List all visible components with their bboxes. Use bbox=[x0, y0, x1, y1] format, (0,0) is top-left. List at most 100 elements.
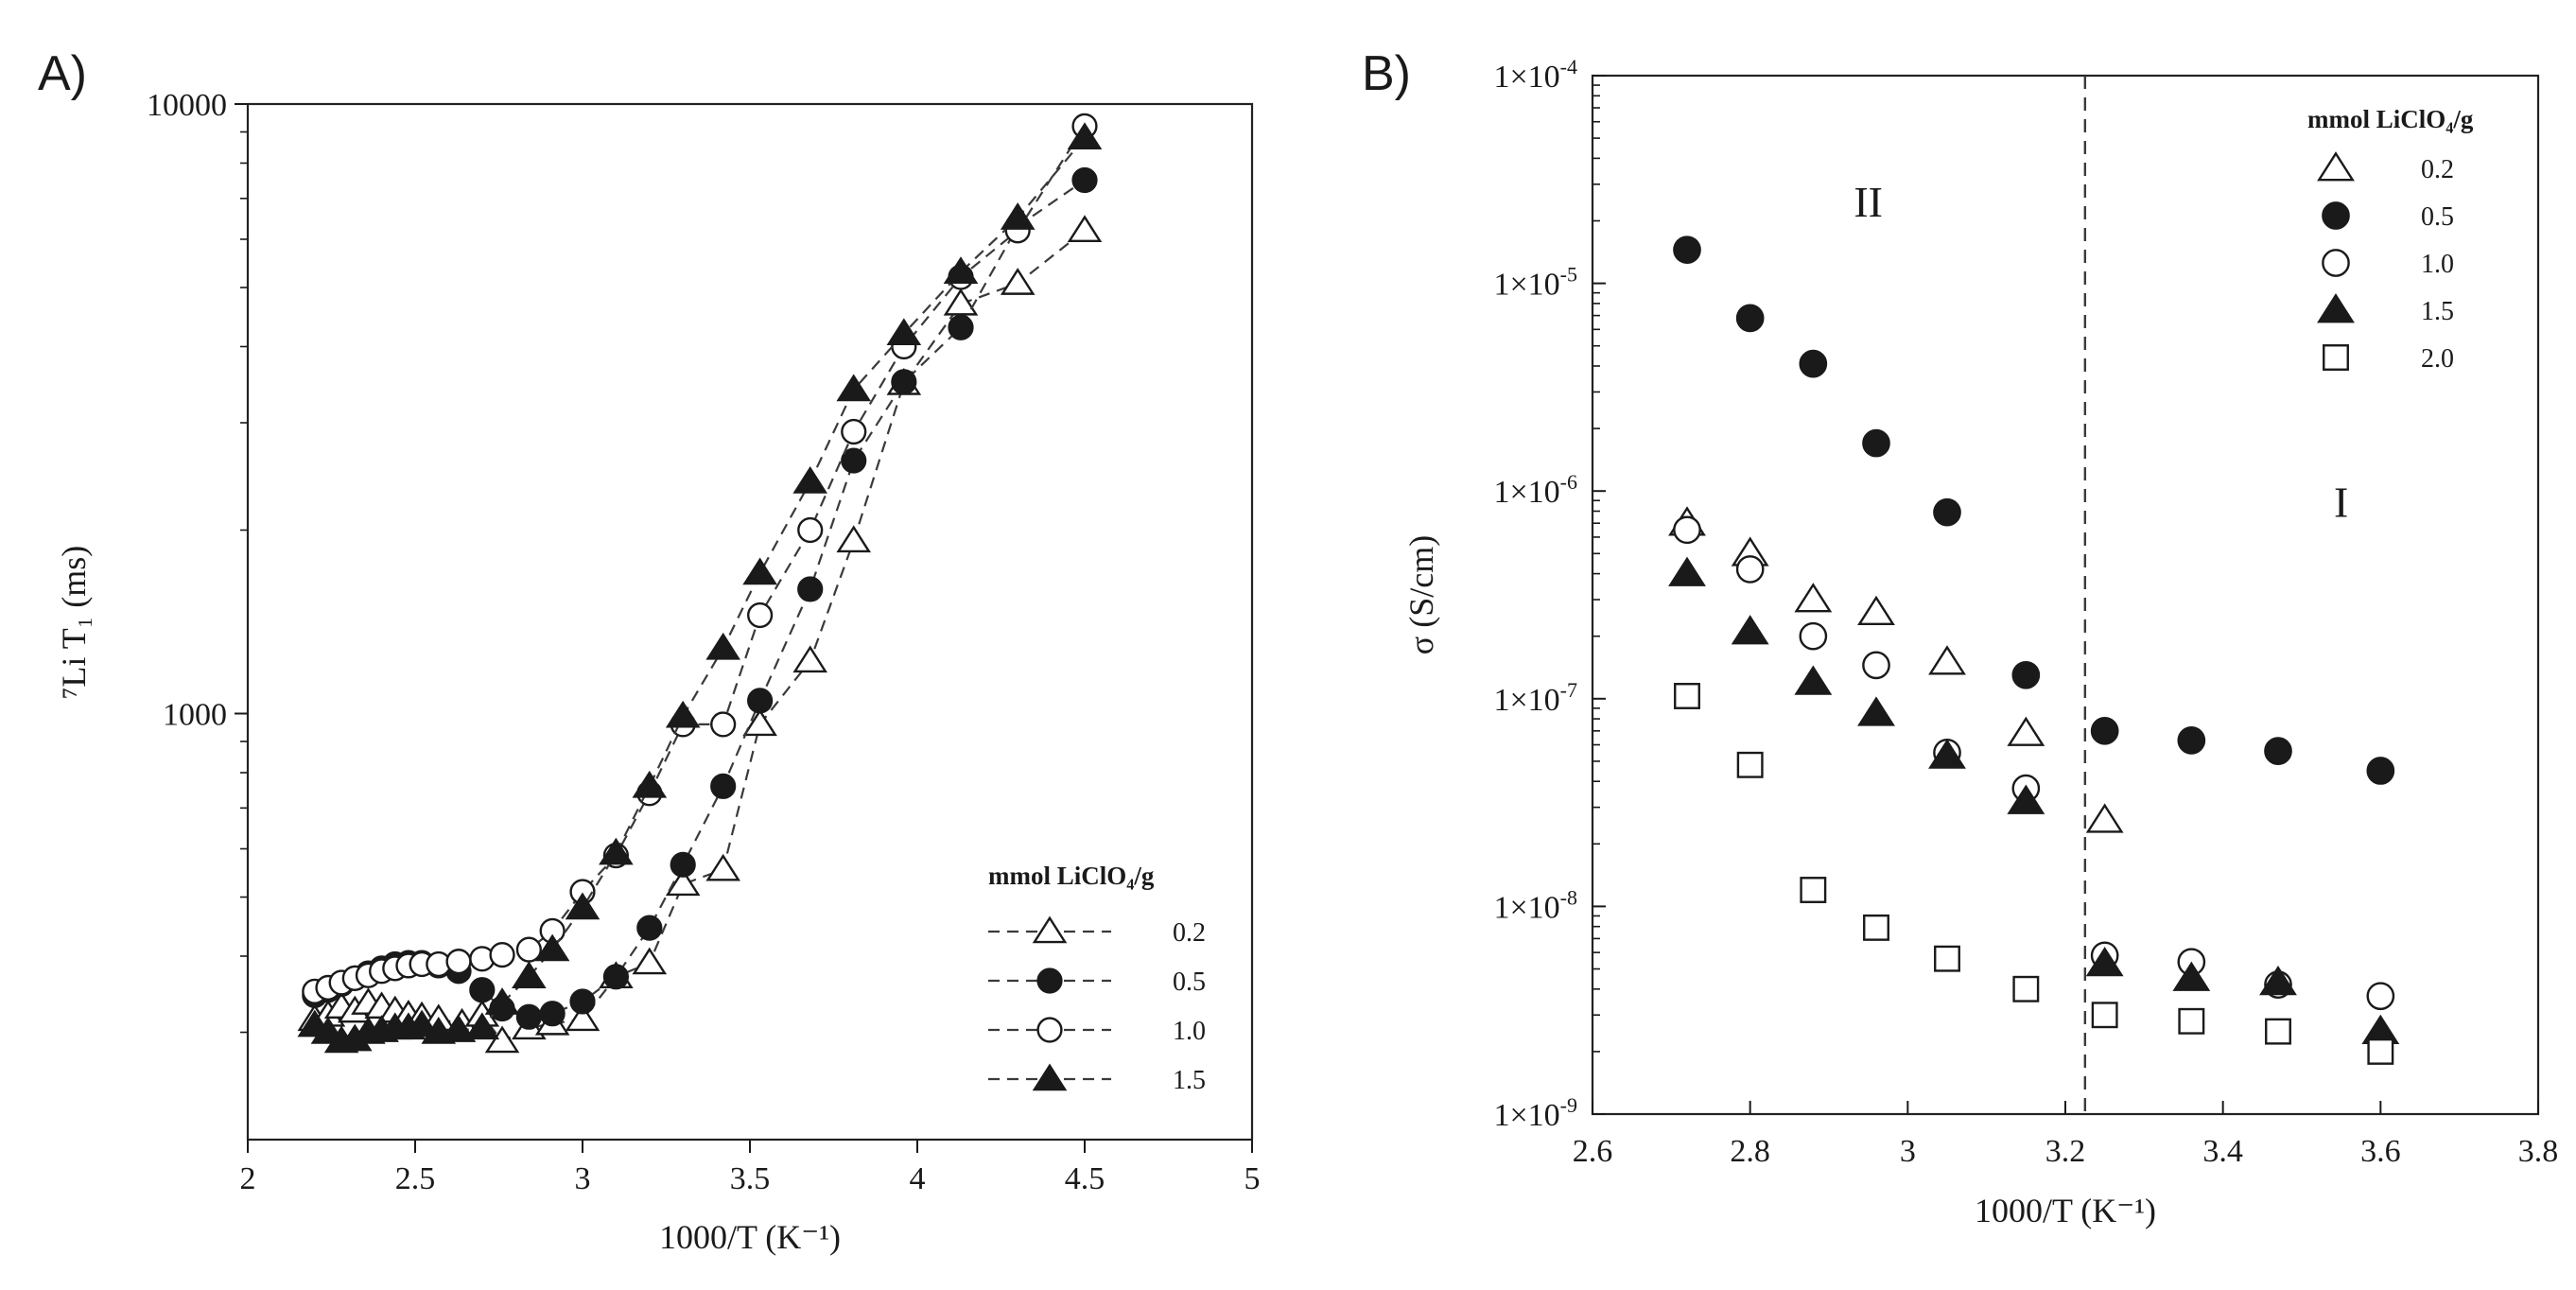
panel-a-x-tick-label-3: 3.5 bbox=[730, 1161, 771, 1196]
panel-a-point bbox=[943, 288, 979, 316]
panel-a-x-tick-label-6: 5 bbox=[1244, 1161, 1261, 1196]
panel-b-point bbox=[1933, 497, 1961, 527]
panel-a-legend: mmol LiClO₄/g 0.2 0.5 1.0 1.5 bbox=[988, 862, 1206, 1095]
panel-b-point bbox=[2091, 1002, 2118, 1029]
panel-b-point-shape bbox=[1857, 595, 1895, 626]
panel-a-point bbox=[747, 601, 774, 629]
panel-a-point bbox=[705, 632, 740, 660]
panel-b-point-shape bbox=[2265, 1018, 2291, 1045]
panel-a-point bbox=[602, 964, 629, 990]
panel-a-point bbox=[705, 853, 740, 881]
panel-b-point bbox=[2367, 1037, 2394, 1065]
panel-a-point-shape bbox=[1071, 166, 1098, 194]
panel-b-point bbox=[1928, 739, 1966, 769]
panel-a-point bbox=[515, 1003, 542, 1030]
panel-b-point bbox=[2007, 716, 2045, 746]
panel-a-point bbox=[1067, 122, 1103, 150]
panel-b-x-tick-label-4: 3.4 bbox=[2202, 1134, 2243, 1169]
panel-a-point bbox=[512, 961, 547, 989]
panel-a-point-shape bbox=[632, 770, 668, 798]
panel-b-point bbox=[2178, 1007, 2205, 1035]
panel-a-point bbox=[742, 708, 777, 737]
panel-a-legend-label: 0.2 bbox=[1173, 918, 1206, 948]
panel-a-point-shape bbox=[489, 941, 515, 968]
panel-b-point-shape bbox=[1800, 877, 1827, 903]
panel-b: B) 2.6 2.8 3 3.2 3.4 3.6 3.8 1×10-91×10-81×10-… bbox=[1362, 46, 2558, 1229]
panel-b-point-shape bbox=[1862, 651, 1890, 680]
panel-b-point bbox=[2085, 947, 2124, 977]
panel-b-point-shape bbox=[2012, 975, 2040, 1002]
panel-a-point bbox=[742, 557, 777, 585]
panel-a-point-shape bbox=[742, 557, 777, 585]
panel-b-point bbox=[2090, 716, 2119, 745]
panel-b-point-shape bbox=[2366, 982, 2395, 1011]
panel-a-point-shape bbox=[836, 374, 872, 402]
panel-a-point-shape bbox=[484, 987, 520, 1015]
panel-a-point bbox=[565, 892, 600, 920]
panel-a-point bbox=[441, 1015, 477, 1042]
panel-b-point bbox=[1799, 349, 1828, 378]
panel-b-point-shape bbox=[1928, 739, 1966, 769]
panel-a-point-shape bbox=[710, 773, 737, 799]
panel-b-frame bbox=[1591, 74, 2540, 1116]
panel-b-legend-item-1.0: 1.0 bbox=[2322, 249, 2454, 279]
region-label-i: I bbox=[2334, 479, 2348, 527]
panel-b-legend-marker-shape bbox=[2317, 151, 2355, 182]
panel-b-point-shape bbox=[2259, 965, 2297, 996]
panel-b-y-tick-label-5: 1×10-4 bbox=[1493, 55, 1577, 95]
panel-b-point bbox=[1794, 583, 1833, 613]
panel-b-x-tick-label-0: 2.6 bbox=[1573, 1134, 1613, 1169]
panel-a-x-tick-label-0: 2 bbox=[240, 1161, 256, 1196]
panel-a-point-shape bbox=[515, 1003, 542, 1030]
panel-a-point bbox=[534, 933, 570, 962]
panel-a-point-shape bbox=[469, 977, 496, 1003]
panel-a-series-0.2 bbox=[297, 215, 1103, 1054]
panel-a-point bbox=[886, 318, 922, 346]
panel-a-point bbox=[747, 688, 774, 714]
panel-b-point-shape bbox=[1862, 428, 1890, 458]
panel-b-point bbox=[1794, 665, 1833, 695]
panel-a-point bbox=[948, 314, 974, 340]
panel-b-y-axis-title: σ (S/cm) bbox=[1402, 535, 1440, 654]
panel-a-point-shape bbox=[886, 318, 922, 346]
panel-b-point-shape bbox=[2172, 961, 2211, 991]
panel-b-point-shape bbox=[1857, 696, 1895, 726]
panel-a-y-axis-title: ⁷Li T₁ (ms) bbox=[55, 546, 93, 699]
panel-a-point bbox=[797, 516, 824, 544]
panel-b-point-shape bbox=[2091, 1002, 2118, 1029]
panel-b-y-tick-label-2: 1×10-7 bbox=[1493, 678, 1577, 718]
panel-a-point-shape bbox=[464, 1012, 500, 1040]
panel-a-point bbox=[632, 770, 668, 798]
panel-a-legend-marker-shape bbox=[1032, 915, 1068, 944]
panel-b-point-shape bbox=[1673, 235, 1701, 265]
panel-b-point bbox=[1731, 615, 1769, 645]
panel-a-point bbox=[670, 851, 696, 878]
panel-b-point-shape bbox=[1794, 583, 1833, 613]
panel-a-x-tick-label-1: 2.5 bbox=[395, 1161, 436, 1196]
panel-b-point bbox=[1736, 751, 1764, 778]
panel-b-legend-label: 0.5 bbox=[2421, 202, 2454, 232]
panel-a-legend-item-0.2: 0.2 bbox=[988, 915, 1206, 948]
panel-b-point bbox=[2264, 737, 2292, 765]
panel-b-point-shape bbox=[1863, 914, 1889, 941]
panel-b-legend-label: 1.5 bbox=[2421, 297, 2454, 326]
panel-a-point-shape bbox=[841, 418, 867, 445]
panel-a-point bbox=[489, 941, 515, 968]
panel-a-series-1.5 bbox=[297, 122, 1103, 1054]
panel-a-point-shape bbox=[404, 1009, 440, 1037]
panel-a-point bbox=[1000, 268, 1036, 295]
panel-a-point bbox=[841, 418, 867, 445]
panel-a-legend-marker bbox=[1032, 915, 1068, 944]
panel-b-point bbox=[1862, 651, 1890, 680]
panel-a-point-shape bbox=[1000, 268, 1036, 295]
panel-a-point-shape bbox=[632, 947, 668, 975]
panel-b-point bbox=[1862, 428, 1890, 458]
panel-a-point bbox=[565, 1003, 600, 1032]
panel-b-point-shape bbox=[1668, 556, 1706, 586]
panel-b-series-0.2 bbox=[1668, 506, 2124, 833]
panel-b-point-shape bbox=[2085, 803, 2124, 833]
panel-b-point-shape bbox=[1794, 665, 1833, 695]
panel-a-legend-marker-shape bbox=[1036, 1017, 1063, 1043]
